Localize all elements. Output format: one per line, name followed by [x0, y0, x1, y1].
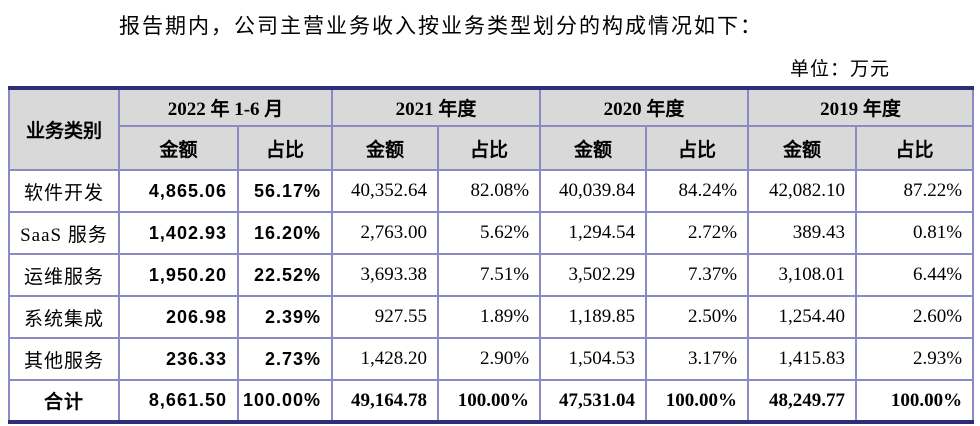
intro-text: 报告期内，公司主营业务收入按业务类型划分的构成情况如下：	[119, 14, 763, 38]
value-cell: 3,108.01	[747, 253, 858, 297]
revenue-by-business-type-table: 业务类别 2022 年 1-6 月 2021 年度 2020 年度 2019 年…	[8, 86, 975, 424]
business-category-cell: 合计	[8, 379, 120, 423]
value-cell: 2.93%	[855, 337, 975, 381]
header-amount-2022: 金额	[118, 125, 239, 171]
business-category-cell: 系统集成	[8, 295, 120, 339]
value-cell: 3.17%	[645, 337, 750, 381]
value-cell: 40,039.84	[539, 169, 648, 213]
value-cell: 2.90%	[437, 337, 542, 381]
value-cell: 1,504.53	[539, 337, 648, 381]
header-period-2021: 2021 年度	[331, 87, 542, 127]
value-cell: 2.39%	[236, 295, 334, 339]
header-period-2019: 2019 年度	[747, 87, 975, 127]
header-period-row: 业务类别 2022 年 1-6 月 2021 年度 2020 年度 2019 年…	[8, 87, 975, 171]
value-cell: 8,661.50	[118, 379, 239, 423]
value-cell: 100.00%	[855, 379, 975, 423]
value-cell: 1,402.93	[118, 211, 239, 255]
value-cell: 40,352.64	[331, 169, 440, 213]
value-cell: 3,693.38	[331, 253, 440, 297]
value-cell: 1,428.20	[331, 337, 440, 381]
header-amount-2021: 金额	[331, 125, 440, 171]
table-body: 软件开发 4,865.06 56.17% 40,352.64 82.08% 40,039.…	[8, 169, 975, 423]
value-cell: 2.73%	[236, 337, 334, 381]
value-cell: 84.24%	[645, 169, 750, 213]
header-share-2019: 占比	[855, 125, 975, 171]
header-period-2022: 2022 年 1-6 月	[117, 87, 334, 127]
value-cell: 48,249.77	[747, 379, 858, 423]
header-business-category: 业务类别	[8, 87, 120, 171]
value-cell: 100.00%	[645, 379, 750, 423]
value-cell: 4,865.06	[118, 169, 239, 213]
value-cell: 2.60%	[855, 295, 975, 339]
value-cell: 1,189.85	[539, 295, 648, 339]
business-category-cell: 运维服务	[8, 253, 120, 297]
value-cell: 7.51%	[437, 253, 542, 297]
value-cell: 5.62%	[437, 211, 542, 255]
value-cell: 236.33	[118, 337, 239, 381]
table-row: SaaS 服务 1,402.93 16.20% 2,763.00 5.62% 1,294.…	[8, 211, 975, 255]
table-total-row: 合计 8,661.50 100.00% 49,164.78 100.00% 47,531.…	[8, 379, 975, 423]
value-cell: 927.55	[331, 295, 440, 339]
header-share-2020: 占比	[645, 125, 750, 171]
business-category-cell: 软件开发	[8, 169, 120, 213]
value-cell: 6.44%	[855, 253, 975, 297]
value-cell: 206.98	[118, 295, 239, 339]
header-period-2020: 2020 年度	[539, 87, 750, 127]
value-cell: 16.20%	[236, 211, 334, 255]
value-cell: 49,164.78	[331, 379, 440, 423]
value-cell: 389.43	[747, 211, 858, 255]
value-cell: 47,531.04	[539, 379, 648, 423]
value-cell: 1,950.20	[118, 253, 239, 297]
table-header: 业务类别 2022 年 1-6 月 2021 年度 2020 年度 2019 年…	[8, 87, 975, 171]
table-row: 运维服务 1,950.20 22.52% 3,693.38 7.51% 3,502.29 7…	[8, 253, 975, 297]
value-cell: 42,082.10	[747, 169, 858, 213]
table-row: 软件开发 4,865.06 56.17% 40,352.64 82.08% 40,039.…	[8, 169, 975, 213]
value-cell: 1,294.54	[539, 211, 648, 255]
value-cell: 1.89%	[437, 295, 542, 339]
value-cell: 2.72%	[645, 211, 750, 255]
header-amount-2020: 金额	[539, 125, 648, 171]
header-amount-2019: 金额	[747, 125, 858, 171]
value-cell: 82.08%	[437, 169, 542, 213]
business-category-cell: SaaS 服务	[8, 211, 120, 255]
header-metric-row: 金额 占比 金额 占比 金额 占比 金额 占比	[9, 125, 975, 171]
value-cell: 0.81%	[855, 211, 975, 255]
unit-label: 单位：万元	[790, 59, 891, 80]
value-cell: 2.50%	[645, 295, 750, 339]
value-cell: 2,763.00	[331, 211, 440, 255]
value-cell: 100.00%	[236, 379, 334, 423]
value-cell: 22.52%	[236, 253, 334, 297]
value-cell: 87.22%	[855, 169, 975, 213]
business-category-cell: 其他服务	[8, 337, 120, 381]
value-cell: 1,254.40	[747, 295, 858, 339]
table-row: 其他服务 236.33 2.73% 1,428.20 2.90% 1,504.53 3.17…	[8, 337, 975, 381]
value-cell: 3,502.29	[539, 253, 648, 297]
value-cell: 100.00%	[437, 379, 542, 423]
header-share-2021: 占比	[437, 125, 542, 171]
value-cell: 56.17%	[236, 169, 334, 213]
value-cell: 7.37%	[645, 253, 750, 297]
header-share-2022: 占比	[236, 125, 334, 171]
table-row: 系统集成 206.98 2.39% 927.55 1.89% 1,189.85 2.50% 1…	[8, 295, 975, 339]
value-cell: 1,415.83	[747, 337, 858, 381]
